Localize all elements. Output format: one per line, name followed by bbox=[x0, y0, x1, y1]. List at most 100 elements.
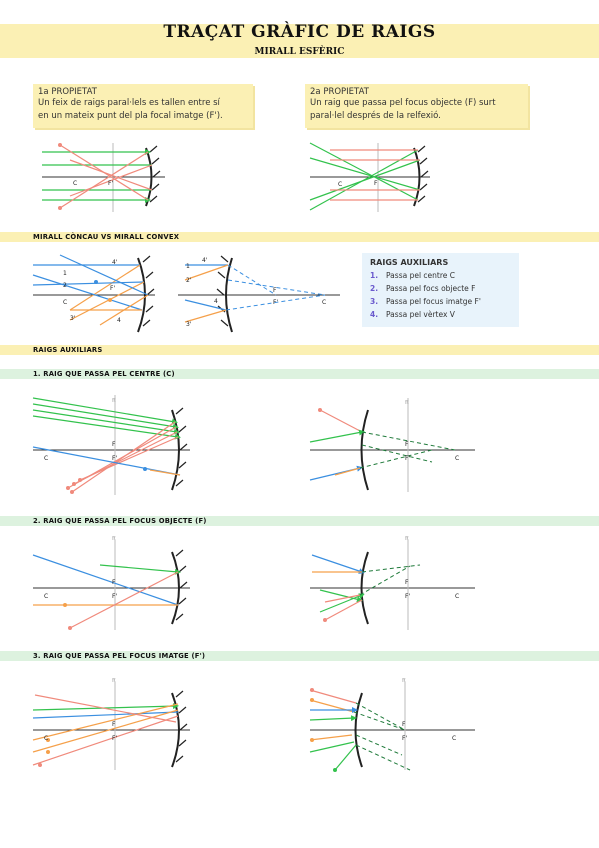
label-c: C bbox=[455, 593, 459, 600]
mirror bbox=[137, 257, 146, 333]
mirror-hatching bbox=[149, 145, 161, 203]
label-f: F bbox=[374, 180, 378, 187]
section-band-step-1 bbox=[0, 369, 599, 379]
ray-3 bbox=[32, 281, 145, 286]
property-2-heading: 2a PROPIETAT bbox=[310, 87, 369, 97]
property-1-line-1: Un feix de raigs paral·lels es tallen en… bbox=[38, 98, 220, 108]
auxiliary-ray-number: 3. bbox=[370, 297, 379, 306]
section-label-step-1: 1. RAIG QUE PASSA PEL CENTRE (C) bbox=[33, 370, 175, 378]
auxiliary-ray-text: Passa pel vèrtex V bbox=[386, 310, 455, 319]
label-f: F bbox=[405, 441, 409, 448]
label-focal-plane: π bbox=[405, 399, 409, 406]
diagram-step-3-concave: π C F F' bbox=[32, 677, 190, 770]
mirror bbox=[171, 551, 180, 625]
property-1-heading: 1a PROPIETAT bbox=[38, 87, 97, 97]
label-4: 4 bbox=[117, 317, 121, 324]
auxiliary-ray-number: 4. bbox=[370, 310, 379, 319]
mirror bbox=[413, 147, 421, 207]
label-1: 1 bbox=[63, 270, 67, 277]
label-3-prime: 3' bbox=[186, 321, 192, 328]
label-2: 2 bbox=[63, 282, 67, 289]
section-label-step-3: 3. RAIG QUE PASSA PEL FOCUS IMATGE (F') bbox=[33, 652, 206, 660]
reflected-ray bbox=[69, 159, 153, 191]
label-f-prime: F' bbox=[405, 593, 410, 600]
ray-3 bbox=[184, 299, 227, 311]
auxiliary-ray-item: 2. Passa pel focs objecte F bbox=[370, 284, 519, 297]
property-2-box: 2a PROPIETAT Un raig que passa pel focus… bbox=[305, 84, 528, 128]
diagram-step-1-convex: π F F' C bbox=[309, 398, 475, 492]
label-f: F bbox=[402, 721, 406, 728]
label-c: C bbox=[338, 181, 342, 188]
label-c: C bbox=[455, 455, 459, 462]
section-band-raigs-auxiliars bbox=[0, 345, 599, 355]
label-focal-plane: π bbox=[402, 677, 406, 684]
label-f: F bbox=[112, 721, 116, 728]
label-4: 4 bbox=[214, 298, 218, 305]
auxiliary-ray-item: 4. Passa pel vèrtex V bbox=[370, 310, 519, 323]
diagram-step-2-convex: π F F' C bbox=[310, 535, 475, 630]
label-f: F bbox=[405, 579, 409, 586]
reflected-ray bbox=[69, 164, 153, 197]
title-banner bbox=[0, 24, 599, 58]
ray-1-reflected bbox=[184, 264, 229, 281]
label-focal-plane: π bbox=[405, 535, 409, 542]
label-2-prime: 2' bbox=[186, 277, 192, 284]
auxiliary-ray-text: Passa pel centre C bbox=[386, 271, 456, 280]
auxiliary-ray-text: Passa pel focus imatge F' bbox=[386, 297, 481, 306]
virtual-ray bbox=[227, 264, 277, 296]
label-f-prime: F' bbox=[405, 455, 410, 462]
mirror-hatching bbox=[142, 255, 155, 327]
virtual-ray bbox=[225, 294, 326, 311]
mirror-hatching bbox=[175, 690, 188, 763]
label-focal-plane: π bbox=[112, 535, 116, 542]
mirror bbox=[360, 551, 369, 625]
diagram-property-1: C F' bbox=[42, 143, 165, 212]
mirror-hatching bbox=[175, 549, 188, 621]
auxiliary-ray-text: Passa pel focs objecte F bbox=[386, 284, 476, 293]
label-1: 1 bbox=[186, 263, 190, 270]
mirror-hatching bbox=[417, 145, 429, 203]
reflected-ray bbox=[59, 144, 149, 201]
label-c: C bbox=[44, 735, 48, 742]
auxiliary-ray-number: 1. bbox=[370, 271, 379, 280]
label-3-prime: 3' bbox=[70, 315, 76, 322]
label-c: C bbox=[44, 455, 48, 462]
section-band-step-3 bbox=[0, 651, 599, 661]
ray-3-reflected bbox=[69, 281, 145, 321]
label-f-prime: F' bbox=[402, 735, 407, 742]
auxiliary-ray-item: 3. Passa pel focus imatge F' bbox=[370, 297, 519, 310]
section-label-raigs-auxiliars: RAIGS AUXILIARS bbox=[33, 346, 103, 354]
label-4-prime: 4' bbox=[112, 259, 118, 266]
incident-ray bbox=[309, 149, 419, 211]
label-f-prime: F' bbox=[273, 299, 278, 306]
label-f-prime: F' bbox=[112, 593, 117, 600]
reflected-ray bbox=[59, 151, 149, 209]
property-2-line-2: paral·lel després de la relfexió. bbox=[310, 111, 441, 121]
ray-1-reflected bbox=[69, 264, 141, 311]
auxiliary-ray-number: 2. bbox=[370, 284, 379, 293]
label-f-prime: F' bbox=[112, 455, 117, 462]
page-subtitle: MIRALL ESFÈRIC bbox=[254, 47, 345, 57]
virtual-ray bbox=[227, 279, 326, 296]
property-1-box: 1a PROPIETAT Un feix de raigs paral·lels… bbox=[33, 84, 253, 128]
mirror bbox=[354, 692, 363, 768]
diagram-step-1-concave: π C F F' bbox=[32, 395, 190, 495]
diagram-convex-mirror: 1 2' 4' 4 3' F F' C bbox=[178, 255, 340, 333]
label-f: F bbox=[112, 441, 116, 448]
incident-ray bbox=[309, 157, 421, 191]
label-c: C bbox=[452, 735, 456, 742]
mirror bbox=[171, 409, 180, 491]
property-2-line-1: Un raig que passa pel focus objecte (F) … bbox=[310, 98, 496, 108]
auxiliary-ray-item: 1. Passa pel centre C bbox=[370, 271, 519, 284]
label-c: C bbox=[73, 180, 77, 187]
ray-3-reflected bbox=[184, 309, 227, 323]
label-f: F bbox=[273, 287, 277, 294]
mirror bbox=[171, 692, 180, 768]
mirror bbox=[360, 409, 369, 491]
mirror bbox=[225, 257, 233, 333]
label-f-prime: F' bbox=[110, 285, 115, 292]
label-focal-plane: π bbox=[112, 397, 116, 404]
label-c: C bbox=[322, 299, 326, 306]
diagram-concave-mirror: 1 2 4' F' C 3' 4 bbox=[32, 254, 155, 333]
auxiliary-rays-box: RAIGS AUXILIARS 1. Passa pel centre C 2. P… bbox=[362, 253, 519, 327]
